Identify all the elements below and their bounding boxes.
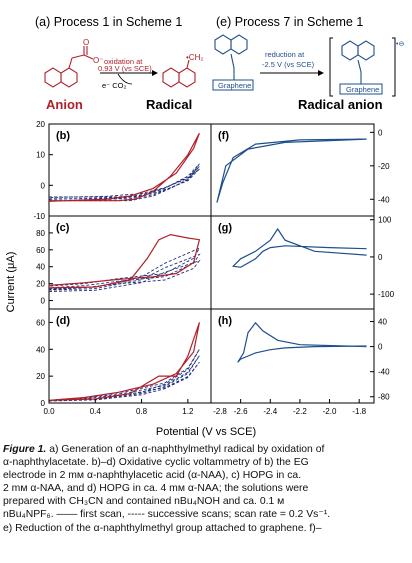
bracket-left bbox=[329, 37, 333, 97]
ytick-label-h-3: -80 bbox=[378, 393, 390, 402]
panel-letter-g: (g) bbox=[218, 222, 232, 234]
reduction-label-1: reduction at bbox=[265, 50, 305, 59]
ytick-label-c-3: 60 bbox=[36, 246, 45, 255]
anion-oxygen: O bbox=[83, 38, 89, 47]
reduction-label-2: -2.5 V (vs SCE) bbox=[262, 60, 315, 69]
radical-anion-molecule-icon bbox=[341, 40, 375, 84]
caption-line-3: 2 mм α-NAA, and d) HOPG in ca. 4 mм α-NA… bbox=[3, 483, 309, 495]
xtick-label-left-0: 0.0 bbox=[43, 407, 55, 416]
ytick-label-b-0: -10 bbox=[33, 212, 45, 221]
ytick-label-c-4: 80 bbox=[36, 229, 45, 238]
tick-labels: -100102002040608002040600-20-401000-1004… bbox=[33, 120, 394, 416]
ytick-label-h-0: 40 bbox=[378, 318, 387, 327]
cv-scan-h bbox=[237, 321, 367, 363]
radical-molecule-icon bbox=[162, 59, 196, 88]
oxidation-arrowhead bbox=[152, 70, 158, 76]
ytick-label-b-1: 0 bbox=[41, 181, 46, 190]
first-scan-c bbox=[48, 233, 201, 289]
successive-scan-b-0-0 bbox=[48, 163, 200, 202]
caption-line-6: e) Reduction of the α-naphthylmethyl gro… bbox=[3, 522, 322, 534]
anion-oxygen-minus: O⁻ bbox=[93, 56, 103, 65]
caption-text-0: a) Generation of an α-naphthylmethyl rad… bbox=[46, 444, 325, 455]
first-scan-d bbox=[48, 322, 200, 401]
first-scan-b bbox=[48, 132, 200, 202]
cv-scan-g bbox=[231, 227, 367, 268]
xtick-label-right-0: -2.8 bbox=[213, 407, 227, 416]
figure-caption: Figure 1. a) Generation of an α-naphthyl… bbox=[3, 443, 409, 535]
oxidation-label-1: oxidation at bbox=[104, 57, 143, 66]
panel-letter-d: (d) bbox=[56, 315, 70, 327]
panel-letter-h: (h) bbox=[218, 315, 232, 327]
xtick-label-right-5: -1.8 bbox=[352, 407, 366, 416]
anion-label: Anion bbox=[46, 97, 83, 112]
radical-anion-charge: •⊖ bbox=[396, 41, 404, 48]
bracket-right bbox=[392, 37, 396, 97]
graphene-left-label: Graphene bbox=[218, 81, 251, 90]
ytick-label-d-3: 60 bbox=[36, 318, 45, 327]
radical-anion-label: Radical anion bbox=[298, 97, 383, 112]
radical-group: •CH₂ bbox=[186, 53, 203, 62]
ytick-label-b-2: 10 bbox=[36, 151, 45, 160]
ytick-label-g-1: 0 bbox=[378, 253, 383, 262]
panel-frame-d bbox=[48, 308, 212, 404]
panel-letter-c: (c) bbox=[56, 222, 70, 234]
graphene-right-label: Graphene bbox=[346, 85, 379, 94]
scheme-right-title: (e) Process 7 in Scheme 1 bbox=[216, 15, 363, 29]
panel-frame-g bbox=[210, 215, 375, 310]
xtick-label-right-4: -2.0 bbox=[323, 407, 337, 416]
caption-line-2: electrode in 2 mм α-naphthylacetic acid … bbox=[3, 470, 302, 482]
graphene-right-box bbox=[339, 83, 383, 95]
ytick-label-g-0: 100 bbox=[378, 216, 392, 225]
ytick-label-b-3: 20 bbox=[36, 120, 45, 129]
ytick-label-h-1: 0 bbox=[378, 343, 383, 352]
caption-line-5: nBu₄NPF₆. —— first scan, ----- successiv… bbox=[3, 509, 331, 521]
ytick-label-f-2: -40 bbox=[378, 195, 390, 204]
ytick-label-g-2: -100 bbox=[378, 290, 395, 299]
caption-label: Figure 1. bbox=[3, 444, 47, 455]
xtick-label-right-3: -2.2 bbox=[293, 407, 307, 416]
panel-letter-f: (f) bbox=[218, 130, 229, 142]
xtick-label-left-2: 0.8 bbox=[136, 407, 148, 416]
panel-frame-b bbox=[48, 123, 212, 217]
byproducts-label: e⁻ CO₂ bbox=[102, 81, 126, 90]
ytick-label-d-2: 40 bbox=[36, 345, 45, 354]
xtick-label-left-1: 0.4 bbox=[90, 407, 102, 416]
panel-frame-c bbox=[48, 215, 212, 310]
xtick-label-left-3: 1.2 bbox=[182, 407, 194, 416]
ytick-label-c-0: 0 bbox=[41, 297, 46, 306]
panel-frame-f bbox=[210, 123, 375, 217]
radical-label: Radical bbox=[146, 97, 192, 112]
caption-line-1: α-naphthylacetate. b)–d) Oxidative cycli… bbox=[3, 457, 309, 469]
graphene-left-box bbox=[212, 79, 254, 91]
x-axis-label: Potential (V vs SCE) bbox=[156, 426, 256, 438]
ytick-label-d-0: 0 bbox=[41, 399, 46, 408]
oxidation-label-2: 0.93 V (vs SCE) bbox=[98, 64, 152, 73]
xtick-label-right-2: -2.4 bbox=[263, 407, 277, 416]
reduction-arrowhead bbox=[318, 70, 324, 76]
attached-molecule-icon bbox=[214, 34, 248, 80]
ytick-label-f-0: 0 bbox=[378, 128, 383, 137]
panel-frame-h bbox=[210, 308, 375, 404]
ytick-label-c-1: 20 bbox=[36, 280, 45, 289]
successive-scan-c-0-2 bbox=[48, 259, 201, 292]
anion-molecule-icon bbox=[44, 46, 94, 88]
xtick-label-right-1: -2.6 bbox=[234, 407, 248, 416]
caption-line-0: Figure 1. a) Generation of an α-naphthyl… bbox=[3, 443, 409, 456]
ytick-label-c-2: 40 bbox=[36, 263, 45, 272]
successive-scan-c-0-1 bbox=[48, 253, 201, 291]
byproduct-arrow bbox=[117, 73, 133, 85]
figure-graphic: (a) Process 1 in Scheme 1 (e) Process 7 … bbox=[5, 15, 404, 438]
ytick-label-h-2: -40 bbox=[378, 368, 390, 377]
panel-letter-b: (b) bbox=[56, 130, 70, 142]
cv-curves bbox=[48, 132, 367, 402]
caption-line-4: prepared with CH₃CN and contained nBu₄NO… bbox=[3, 496, 285, 508]
y-axis-label: Current (μA) bbox=[5, 252, 17, 313]
successive-scan-d-0-1 bbox=[48, 355, 200, 402]
ytick-label-d-1: 20 bbox=[36, 372, 45, 381]
plot-frames: (b) (c) (d) (f) (g) (h) bbox=[48, 123, 375, 404]
cv-scan-f bbox=[216, 138, 367, 203]
scheme-left-title: (a) Process 1 in Scheme 1 bbox=[35, 15, 182, 29]
ytick-label-f-1: -20 bbox=[378, 162, 390, 171]
